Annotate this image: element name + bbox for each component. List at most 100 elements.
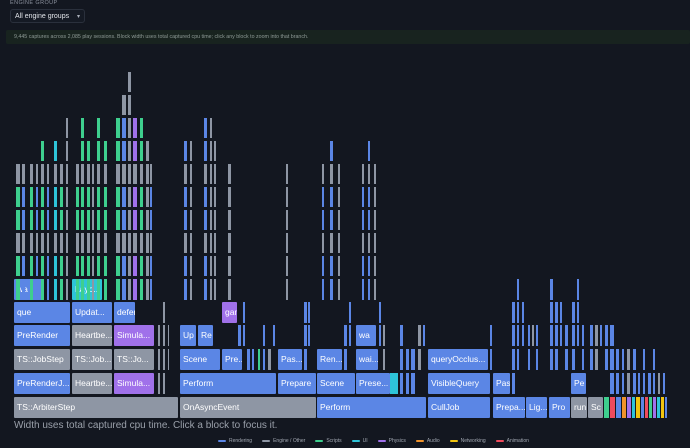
flame-sliver[interactable] [204,279,207,300]
flame-sliver[interactable] [92,187,94,207]
flame-sliver[interactable] [92,164,94,184]
flame-sliver[interactable] [550,325,553,346]
flame-sliver[interactable] [411,373,415,394]
flame-sliver[interactable] [116,256,120,276]
flame-sliver[interactable] [81,279,84,300]
flame-block[interactable]: defer... [114,302,135,323]
flame-block[interactable]: Pas [493,373,510,394]
flame-sliver[interactable] [643,373,645,394]
flame-sliver[interactable] [204,256,207,276]
flame-sliver[interactable] [362,164,364,184]
flame-block[interactable]: Pro [549,397,570,418]
flame-block[interactable]: run [571,397,587,418]
flame-sliver[interactable] [97,118,100,138]
flame-sliver[interactable] [528,325,530,346]
flame-sliver[interactable] [550,349,553,370]
flame-sliver[interactable] [595,325,598,346]
flame-block[interactable]: Perform [180,373,276,394]
flame-sliver[interactable] [54,141,57,161]
flame-sliver[interactable] [116,164,120,184]
flame-sliver[interactable] [330,233,333,253]
flame-block[interactable]: TS::JobStep [14,349,70,370]
flame-sliver[interactable] [228,256,231,276]
flame-sliver[interactable] [116,233,120,253]
flame-sliver[interactable] [286,233,288,253]
flame-block[interactable]: TS::ArbiterStep [14,397,178,418]
flame-sliver[interactable] [60,233,63,253]
flame-block[interactable]: Prese... [356,373,390,394]
flame-sliver[interactable] [374,233,376,253]
flame-sliver[interactable] [368,164,370,184]
flame-sliver[interactable] [116,141,120,161]
flame-block[interactable]: VisibleQuery [428,373,490,394]
flame-sliver[interactable] [383,349,385,370]
flame-sliver[interactable] [122,95,126,115]
flame-sliver[interactable] [36,210,38,230]
flame-sliver[interactable] [572,349,575,370]
flame-sliver[interactable] [128,72,131,92]
flame-sliver[interactable] [648,373,651,394]
flame-sliver[interactable] [565,349,568,370]
flame-sliver[interactable] [322,187,324,207]
flame-sliver[interactable] [66,164,68,184]
flame-sliver[interactable] [286,187,288,207]
flame-sliver[interactable] [41,164,44,184]
flame-block[interactable]: Scene [180,349,220,370]
flame-block[interactable]: Heartbe... [72,325,112,346]
flame-sliver[interactable] [263,349,265,370]
flame-sliver[interactable] [66,233,68,253]
flame-sliver[interactable] [210,279,212,300]
flame-sliver[interactable] [122,118,126,138]
flame-sliver[interactable] [374,210,376,230]
flame-sliver[interactable] [36,164,38,184]
flame-sliver[interactable] [30,279,33,300]
flame-block[interactable]: wai... [356,349,378,370]
flame-sliver[interactable] [560,325,562,346]
flame-sliver[interactable] [411,349,415,370]
flame-sliver[interactable] [653,397,656,418]
flame-sliver[interactable] [133,256,137,276]
flame-sliver[interactable] [184,233,187,253]
flame-sliver[interactable] [97,256,100,276]
flame-sliver[interactable] [140,233,143,253]
flame-sliver[interactable] [184,187,187,207]
flame-sliver[interactable] [47,164,49,184]
flame-sliver[interactable] [252,349,254,370]
flame-block[interactable]: gam... [222,302,237,323]
flame-sliver[interactable] [344,325,347,346]
flame-sliver[interactable] [140,141,143,161]
flame-sliver[interactable] [322,164,324,184]
flame-sliver[interactable] [146,279,149,300]
flame-block[interactable]: queryOcclus... [428,349,488,370]
flame-sliver[interactable] [653,373,655,394]
flame-sliver[interactable] [228,279,231,300]
flame-sliver[interactable] [97,233,100,253]
flame-sliver[interactable] [512,349,515,370]
flame-sliver[interactable] [168,349,169,370]
flame-sliver[interactable] [146,187,149,207]
flame-sliver[interactable] [406,373,409,394]
flame-sliver[interactable] [512,325,515,346]
flame-sliver[interactable] [150,164,152,184]
flame-sliver[interactable] [66,279,68,300]
flame-sliver[interactable] [81,233,84,253]
flame-sliver[interactable] [22,210,25,230]
flame-sliver[interactable] [41,210,44,230]
flame-sliver[interactable] [228,164,231,184]
flame-sliver[interactable] [66,210,68,230]
flame-sliver[interactable] [304,302,307,323]
flame-sliver[interactable] [184,210,187,230]
flame-sliver[interactable] [60,210,63,230]
flame-sliver[interactable] [330,164,333,184]
flame-sliver[interactable] [665,397,667,418]
flame-sliver[interactable] [16,256,20,276]
flame-sliver[interactable] [517,325,519,346]
flame-sliver[interactable] [87,256,90,276]
flame-sliver[interactable] [418,349,421,370]
flame-sliver[interactable] [627,349,630,370]
flame-sliver[interactable] [16,164,20,184]
flame-sliver[interactable] [379,325,381,346]
flame-sliver[interactable] [268,349,271,370]
flame-sliver[interactable] [163,349,165,370]
flame-sliver[interactable] [22,164,25,184]
